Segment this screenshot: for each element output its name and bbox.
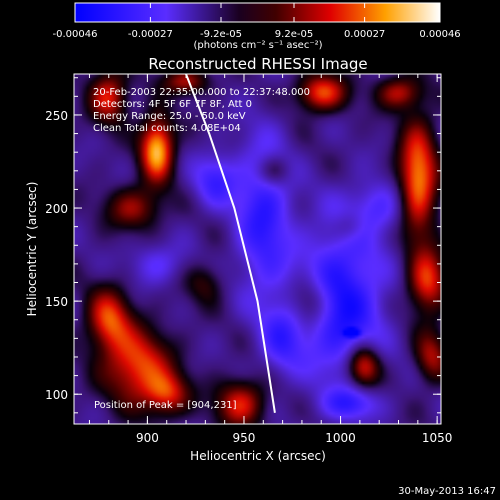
annotation-line: Detectors: 4F 5F 6F 7F 8F, Att 0	[93, 99, 252, 110]
x-axis-label: Heliocentric X (arcsec)	[190, 449, 326, 463]
colorbar-tick-label: -9.2e-05	[200, 29, 242, 40]
solar-limb-curve	[185, 74, 276, 413]
y-tick-label: 200	[45, 202, 68, 216]
x-tick-label: 950	[233, 431, 256, 445]
colorbar-tick-label: 0.00046	[419, 29, 460, 40]
annotation-line: Clean Total counts: 4.08E+04	[93, 123, 241, 134]
plot-frame	[73, 73, 442, 425]
annotation-line: Energy Range: 25.0 - 50.0 keV	[93, 111, 246, 122]
chart-title: Reconstructed RHESSI Image	[148, 55, 367, 73]
x-tick-label: 900	[136, 431, 159, 445]
peak-position-label: Position of Peak = [904,231]	[94, 400, 237, 411]
colorbar-tick-label: 0.00027	[344, 29, 385, 40]
footer-timestamp: 30-May-2013 16:47	[398, 486, 496, 497]
y-axis-ticks: 100 150 200 250	[45, 77, 441, 414]
heatmap-image	[74, 74, 441, 424]
y-axis-label: Heliocentric Y (arcsec)	[25, 182, 39, 317]
colorbar-units-label: (photons cm⁻² s⁻¹ asec⁻²)	[193, 40, 322, 51]
y-tick-label: 100	[45, 388, 68, 402]
heatmap-raster	[74, 74, 441, 424]
plot-annotations: 20-Feb-2003 22:35:00.000 to 22:37:48.000…	[93, 87, 310, 411]
colorbar-tick-label: 9.2e-05	[275, 29, 313, 40]
x-tick-label: 1050	[422, 431, 453, 445]
colorbar-gradient	[74, 2, 441, 23]
x-tick-label: 1000	[325, 431, 356, 445]
y-tick-label: 150	[45, 295, 68, 309]
colorbar-tick-label: -0.00027	[128, 29, 173, 40]
annotation-line: 20-Feb-2003 22:35:00.000 to 22:37:48.000	[93, 87, 310, 98]
colorbar-tick-label: -0.00046	[53, 29, 98, 40]
colorbar-ticks: -0.00046 -0.00027 -9.2e-05 9.2e-05 0.00027 0.…	[53, 3, 461, 40]
y-tick-label: 250	[45, 109, 68, 123]
x-axis-ticks: 900 950 1000 1050	[88, 74, 453, 445]
colorbar: -0.00046 -0.00027 -9.2e-05 9.2e-05 0.00027 0.…	[53, 2, 461, 51]
